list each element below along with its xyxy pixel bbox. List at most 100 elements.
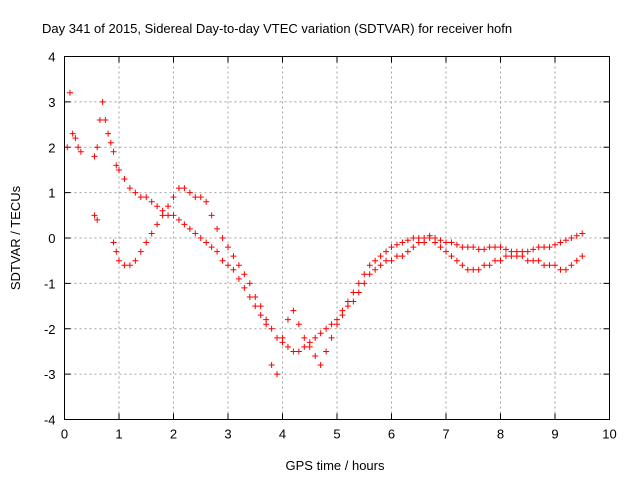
data-point-track-a xyxy=(99,98,106,105)
data-point-track-a xyxy=(290,348,297,355)
data-point-track-a xyxy=(453,241,460,248)
chart-title: Day 341 of 2015, Sidereal Day-to-day VTE… xyxy=(42,21,512,36)
data-point-track-a xyxy=(535,244,542,251)
data-point-track-a xyxy=(197,235,204,241)
data-point-track-b xyxy=(497,257,504,264)
data-point-track-b xyxy=(126,262,133,269)
data-points xyxy=(64,89,586,378)
data-point-track-b xyxy=(219,235,226,241)
data-point-track-a xyxy=(497,244,504,251)
data-point-track-a xyxy=(464,244,471,251)
data-point-track-a xyxy=(154,203,161,210)
data-point-track-b xyxy=(524,257,531,264)
data-point-track-a xyxy=(399,239,406,246)
data-point-track-a xyxy=(372,257,379,264)
data-point-track-b xyxy=(132,257,139,264)
data-point-track-b xyxy=(268,362,275,369)
data-point-track-b xyxy=(91,212,98,219)
data-point-track-a xyxy=(475,246,482,253)
data-point-track-a xyxy=(241,284,248,291)
data-point-track-b xyxy=(197,194,204,201)
data-point-track-b xyxy=(486,262,493,269)
data-point-track-a xyxy=(121,176,128,183)
data-point-track-b xyxy=(154,221,161,228)
data-point-track-b xyxy=(470,266,477,273)
data-point-track-b xyxy=(312,352,319,359)
data-point-track-b xyxy=(519,253,526,260)
data-point-track-a xyxy=(257,312,264,319)
data-point-track-b xyxy=(562,266,569,273)
data-point-track-a xyxy=(203,239,210,246)
data-point-track-b xyxy=(399,253,406,260)
data-point-track-b xyxy=(355,289,362,296)
data-point-track-a xyxy=(459,244,466,251)
data-point-track-a xyxy=(393,241,400,248)
x-tick-label: 5 xyxy=(333,427,340,442)
data-point-track-b xyxy=(306,343,313,350)
data-point-track-b xyxy=(279,334,286,341)
x-tick-label: 3 xyxy=(224,427,231,442)
data-point-track-a xyxy=(268,325,275,332)
data-point-track-b xyxy=(453,257,460,264)
data-point-track-b xyxy=(475,266,482,273)
data-point-track-b xyxy=(513,253,520,260)
data-point-track-b xyxy=(541,262,548,269)
data-point-track-a xyxy=(113,162,120,169)
data-point-track-b xyxy=(257,303,264,310)
data-point-track-a xyxy=(443,239,449,246)
data-point-track-b xyxy=(421,239,428,246)
data-point-track-b xyxy=(230,253,237,260)
data-point-track-a xyxy=(175,216,182,223)
data-point-track-a xyxy=(355,280,362,287)
data-point-track-b xyxy=(508,253,515,260)
data-point-track-b xyxy=(241,271,248,278)
y-tick-label: 4 xyxy=(48,50,55,65)
x-tick-label: 1 xyxy=(115,427,122,442)
data-point-track-a xyxy=(366,262,373,269)
data-point-track-a xyxy=(66,89,73,96)
data-point-track-b xyxy=(410,244,417,251)
data-point-track-b xyxy=(535,257,542,264)
data-point-track-a xyxy=(105,130,112,137)
data-point-track-a xyxy=(274,334,281,341)
data-point-track-b xyxy=(290,307,297,314)
data-point-track-a xyxy=(388,244,395,251)
data-point-track-a xyxy=(573,232,580,239)
data-point-track-a xyxy=(541,244,548,251)
data-point-track-b xyxy=(94,216,101,223)
data-point-track-b xyxy=(393,253,400,260)
data-point-track-a xyxy=(219,257,226,264)
data-point-track-a xyxy=(410,235,417,241)
data-point-track-a xyxy=(137,194,144,201)
data-point-track-a xyxy=(295,348,302,355)
data-point-track-a xyxy=(170,212,177,219)
data-point-track-b xyxy=(437,244,444,251)
data-point-track-a xyxy=(437,237,444,244)
data-point-track-b xyxy=(366,271,373,278)
data-point-track-b xyxy=(235,262,242,269)
data-point-track-a xyxy=(301,343,308,350)
data-point-track-b xyxy=(383,257,390,264)
data-point-track-a xyxy=(107,139,114,146)
data-point-track-a xyxy=(312,334,319,341)
data-point-track-b xyxy=(502,253,509,260)
y-tick-label: -1 xyxy=(44,276,56,291)
data-point-track-b xyxy=(432,239,439,246)
data-point-track-a xyxy=(470,244,477,251)
data-point-track-b xyxy=(552,262,558,269)
data-point-track-a xyxy=(192,230,199,237)
data-point-track-b xyxy=(148,230,155,237)
data-point-track-a xyxy=(126,185,133,192)
data-point-track-b xyxy=(274,371,281,378)
data-point-track-b xyxy=(175,185,182,192)
x-tick-label: 2 xyxy=(170,427,177,442)
data-point-track-b xyxy=(121,262,128,269)
data-point-track-a xyxy=(557,239,564,246)
data-point-track-b xyxy=(579,253,586,260)
data-point-track-a xyxy=(102,117,109,124)
data-point-track-a xyxy=(361,271,368,278)
data-point-track-a xyxy=(246,293,253,300)
y-tick-label: -3 xyxy=(44,367,56,382)
data-point-track-a xyxy=(75,144,82,151)
data-point-track-b xyxy=(350,298,357,305)
